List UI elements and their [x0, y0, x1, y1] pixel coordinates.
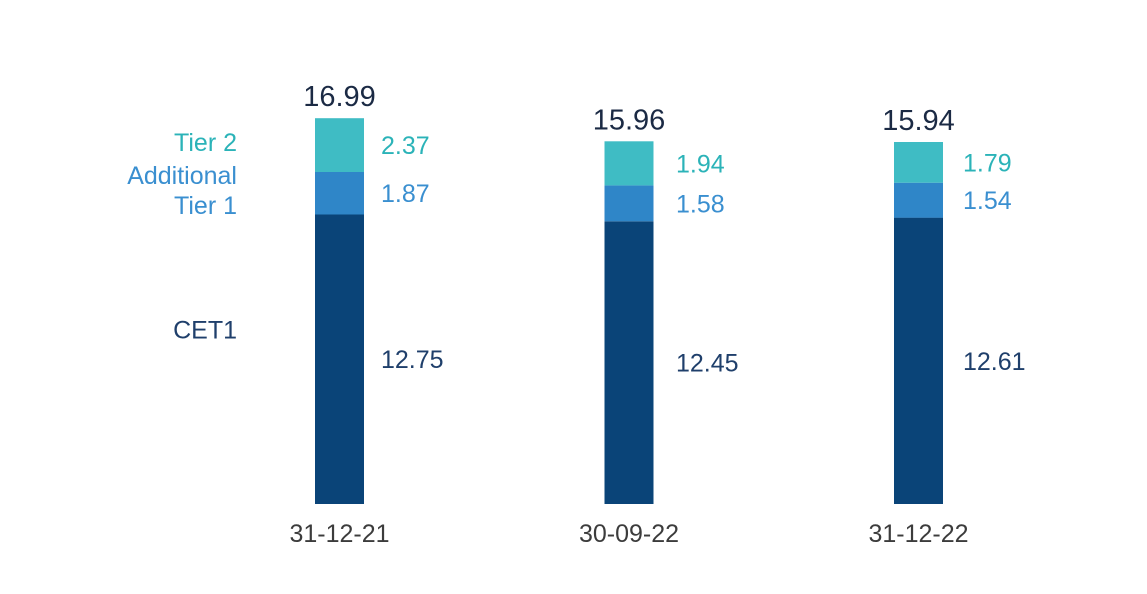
bar-segment-cet1	[604, 221, 654, 505]
total-label: 15.96	[593, 104, 666, 136]
value-label-at1: 1.87	[381, 180, 430, 208]
value-label-tier2: 2.37	[381, 132, 430, 160]
value-label-cet1: 12.45	[676, 350, 739, 378]
category-label: 31-12-22	[868, 520, 968, 548]
bar-segment-at1	[604, 185, 654, 222]
series-label-cet1: CET1	[173, 316, 237, 344]
series-label-at1: Tier 1	[174, 192, 237, 220]
total-label: 15.94	[882, 105, 955, 137]
bar-segment-tier2	[894, 142, 943, 183]
value-label-cet1: 12.61	[963, 348, 1026, 376]
category-label: 31-12-21	[289, 520, 389, 548]
bar-segment-at1	[894, 182, 943, 218]
bar-segment-cet1	[315, 214, 364, 504]
category-label: 30-09-22	[579, 520, 679, 548]
bar-segment-cet1	[894, 217, 943, 504]
total-label: 16.99	[303, 81, 376, 113]
value-label-at1: 1.54	[963, 187, 1012, 215]
value-label-at1: 1.58	[676, 190, 725, 218]
bar-segment-tier2	[604, 141, 654, 186]
series-label-at1: Additional	[127, 162, 237, 190]
value-label-cet1: 12.75	[381, 346, 444, 374]
value-label-tier2: 1.79	[963, 149, 1012, 177]
value-label-tier2: 1.94	[676, 150, 725, 178]
bar-segment-at1	[315, 172, 364, 215]
bar-segment-tier2	[315, 118, 364, 172]
series-label-tier2: Tier 2	[174, 129, 237, 157]
